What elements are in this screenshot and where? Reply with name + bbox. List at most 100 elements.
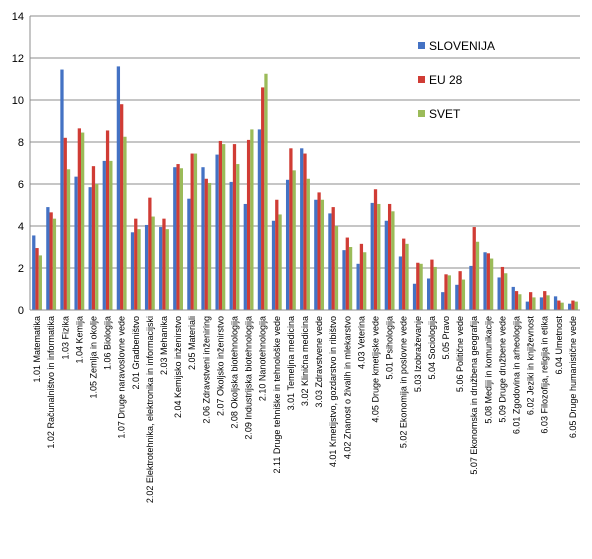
x-tick-label: 6.03 Filozofija, religija in etika xyxy=(540,316,550,434)
x-tick-label: 2.06 Zdravstveni inženiring xyxy=(201,316,211,424)
bar-svet xyxy=(306,178,310,310)
x-tick-label: 1.05 Zemlja in okolje xyxy=(88,316,98,399)
bar-eu-28 xyxy=(458,271,462,310)
bar-eu-28 xyxy=(444,274,448,310)
bar-svet xyxy=(292,170,296,310)
bar-eu-28 xyxy=(387,203,392,310)
legend-label: EU 28 xyxy=(429,73,463,87)
bar-svet xyxy=(222,144,226,310)
bar-eu-28 xyxy=(472,227,476,310)
x-tick-label: 5.05 Pravo xyxy=(441,316,451,360)
bar-slovenija xyxy=(116,66,121,311)
bar-eu-28 xyxy=(49,212,53,310)
bar-eu-28 xyxy=(35,248,39,310)
legend-swatch xyxy=(418,42,425,49)
bar-svet xyxy=(489,258,494,310)
bar-eu-28 xyxy=(543,291,547,310)
x-tick-label: 2.09 Industrijska biotehnologija xyxy=(244,316,254,440)
bar-slovenija xyxy=(144,224,149,310)
bar-eu-28 xyxy=(261,87,265,311)
bar-eu-28 xyxy=(486,253,490,310)
bar-svet xyxy=(433,266,437,310)
bar-slovenija xyxy=(356,263,360,310)
x-tick-label: 2.03 Mehanika xyxy=(159,316,169,375)
x-tick-label: 4.03 Veterina xyxy=(356,316,366,369)
bar-svet xyxy=(475,241,480,310)
x-tick-label: 2.08 Okoljska biotehnologija xyxy=(229,316,239,429)
x-tick-label: 3.02 Klinična medicina xyxy=(300,316,310,406)
x-tick-label: 2.04 Kemijsko inženirstvo xyxy=(173,316,183,418)
bar-eu-28 xyxy=(430,259,434,310)
legend-swatch xyxy=(418,110,425,117)
x-tick-label: 3.03 Zdravstvene vede xyxy=(314,316,324,408)
bar-slovenija xyxy=(215,154,219,310)
bar-eu-28 xyxy=(416,262,420,310)
bar-svet xyxy=(363,252,367,310)
bar-slovenija xyxy=(427,278,431,310)
bar-eu-28 xyxy=(402,238,406,310)
bar-svet xyxy=(546,295,550,310)
bar-eu-28 xyxy=(275,199,279,310)
bar-slovenija xyxy=(342,250,346,310)
bar-eu-28 xyxy=(289,148,293,310)
bar-svet xyxy=(151,216,155,310)
bar-eu-28 xyxy=(162,218,166,310)
bar-svet xyxy=(405,243,409,310)
bar-svet xyxy=(165,229,169,310)
bar-eu-28 xyxy=(571,300,575,310)
x-tick-label: 6.01 Zgodovina in arheologija xyxy=(512,316,522,434)
x-tick-label: 4.02 Znanost o živalih in mlekarstvo xyxy=(342,316,352,459)
x-tick-label: 4.05 Druge kmetijske vede xyxy=(371,316,381,423)
legend-swatch xyxy=(418,76,425,83)
bar-slovenija xyxy=(159,227,163,310)
bar-eu-28 xyxy=(91,166,96,310)
bar-eu-28 xyxy=(63,137,67,310)
legend-label: SLOVENIJA xyxy=(429,39,495,53)
bar-eu-28 xyxy=(331,207,335,310)
bar-slovenija xyxy=(412,283,417,310)
bar-slovenija xyxy=(511,286,515,310)
bar-svet xyxy=(179,168,183,310)
bar-svet xyxy=(334,226,339,310)
bar-eu-28 xyxy=(134,218,138,310)
bar-svet xyxy=(278,214,282,310)
bar-eu-28 xyxy=(204,178,208,310)
bar-eu-28 xyxy=(77,128,81,310)
y-tick-label: 12 xyxy=(12,53,24,65)
bar-slovenija xyxy=(130,232,135,310)
x-tick-label: 1.03 Fizika xyxy=(60,316,70,360)
bar-slovenija xyxy=(32,235,36,310)
bar-slovenija xyxy=(243,203,247,310)
x-tick-label: 5.02 Ekonomija in poslovne vede xyxy=(399,316,409,448)
bar-eu-28 xyxy=(500,266,505,310)
bar-slovenija xyxy=(370,202,374,310)
bar-slovenija xyxy=(201,167,205,310)
x-tick-label: 1.06 Biologija xyxy=(103,316,113,370)
bar-slovenija xyxy=(257,129,262,310)
x-tick-label: 3.01 Temeljna medicina xyxy=(286,316,296,410)
bar-slovenija xyxy=(455,284,459,310)
bar-svet xyxy=(461,279,466,310)
bar-slovenija xyxy=(300,148,304,310)
y-tick-label: 14 xyxy=(12,11,24,23)
x-tick-label: 5.07 Ekonomska in družbena geografija xyxy=(469,316,479,475)
bar-svet xyxy=(66,169,71,310)
bar-svet xyxy=(80,132,85,310)
bar-eu-28 xyxy=(345,237,349,310)
bar-slovenija xyxy=(271,220,276,310)
bar-svet xyxy=(320,199,325,310)
bar-slovenija xyxy=(384,220,388,310)
bar-svet xyxy=(532,297,536,310)
x-tick-label: 1.07 Druge naravoslovne vede xyxy=(117,316,127,439)
bar-slovenija xyxy=(229,181,233,310)
x-tick-label: 6.04 Umetnost xyxy=(554,316,564,375)
x-tick-label: 2.01 Gradbeništvo xyxy=(131,316,141,390)
y-tick-label: 4 xyxy=(18,221,24,233)
y-tick-label: 10 xyxy=(12,95,24,107)
bar-svet xyxy=(207,182,212,310)
bar-svet xyxy=(38,255,42,310)
legend-label: SVET xyxy=(429,107,461,121)
bar-svet xyxy=(193,153,198,310)
bar-eu-28 xyxy=(120,104,124,310)
